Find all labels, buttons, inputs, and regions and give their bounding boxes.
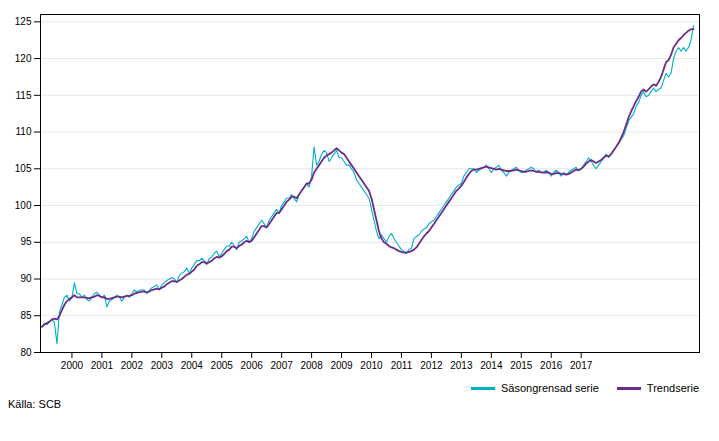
svg-text:2001: 2001 [91,360,114,371]
svg-text:2000: 2000 [61,360,84,371]
svg-text:2008: 2008 [300,360,323,371]
html-text:Trendserie: Trendserie [646,382,699,394]
svg-text:100: 100 [15,200,32,211]
svg-text:2002: 2002 [121,360,144,371]
svg-text:2003: 2003 [151,360,174,371]
svg-text:2012: 2012 [420,360,443,371]
svg-text:95: 95 [20,236,32,247]
svg-text:2005: 2005 [211,360,234,371]
svg-text:125: 125 [15,16,32,27]
svg-text:2013: 2013 [450,360,473,371]
svg-text:2004: 2004 [181,360,204,371]
svg-text:2014: 2014 [480,360,503,371]
svg-text:2007: 2007 [271,360,294,371]
svg-text:2016: 2016 [540,360,563,371]
svg-text:115: 115 [16,90,32,101]
svg-text:90: 90 [20,273,32,284]
html-text:Källa: SCB: Källa: SCB [8,398,62,410]
html-text:Säsongrensad serie: Säsongrensad serie [501,382,599,394]
svg-text:85: 85 [20,310,32,321]
svg-text:105: 105 [15,163,32,174]
svg-text:2006: 2006 [241,360,264,371]
svg-text:2011: 2011 [391,360,413,371]
svg-text:80: 80 [20,347,32,358]
svg-text:2010: 2010 [360,360,383,371]
svg-text:2017: 2017 [570,360,593,371]
svg-text:2015: 2015 [510,360,533,371]
svg-text:120: 120 [15,53,32,64]
svg-text:110: 110 [16,126,32,137]
svg-text:2009: 2009 [330,360,353,371]
